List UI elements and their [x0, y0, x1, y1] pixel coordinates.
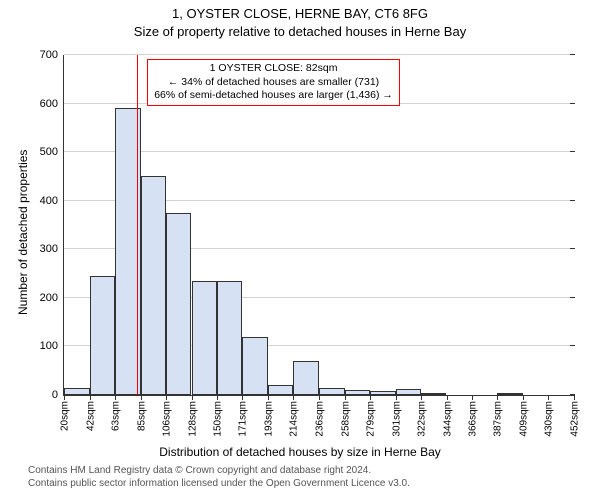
x-tick: 387sqm	[491, 401, 504, 437]
histogram-bar	[268, 385, 293, 395]
histogram-bar	[242, 337, 268, 395]
x-tick: 344sqm	[440, 401, 453, 437]
y-tick: 0	[52, 389, 64, 401]
y-axis-label: Number of detached properties	[16, 150, 30, 315]
y-tick: 400	[40, 195, 64, 207]
x-tick: 85sqm	[134, 401, 147, 431]
x-tick: 322sqm	[414, 401, 427, 437]
x-tick: 301sqm	[389, 401, 402, 437]
plot-area: 010020030040050060070020sqm42sqm63sqm85s…	[63, 55, 574, 396]
chart-title: 1, OYSTER CLOSE, HERNE BAY, CT6 8FG	[0, 6, 600, 21]
x-tick: 150sqm	[211, 401, 224, 437]
histogram-bar	[345, 390, 370, 395]
x-tick: 430sqm	[542, 401, 555, 437]
y-tick: 500	[40, 146, 64, 158]
histogram-bar	[64, 388, 90, 395]
x-tick: 452sqm	[568, 401, 581, 437]
marker-line	[137, 55, 138, 395]
footer-line-1: Contains HM Land Registry data © Crown c…	[28, 465, 371, 476]
histogram-bar	[497, 393, 523, 395]
histogram-bar	[90, 276, 115, 395]
x-tick: 128sqm	[185, 401, 198, 437]
y-tick: 700	[40, 49, 64, 61]
y-tick: 300	[40, 243, 64, 255]
histogram-bar	[141, 176, 166, 395]
x-tick: 171sqm	[236, 401, 249, 437]
y-tick: 200	[40, 292, 64, 304]
histogram-bar	[293, 361, 319, 395]
x-axis-label: Distribution of detached houses by size …	[0, 445, 600, 459]
x-tick: 214sqm	[287, 401, 300, 437]
x-tick: 42sqm	[83, 401, 96, 431]
x-tick: 279sqm	[363, 401, 376, 437]
gridline	[64, 54, 574, 55]
histogram-bar	[166, 213, 192, 395]
annotation-line2: ← 34% of detached houses are smaller (73…	[154, 76, 393, 90]
x-tick: 63sqm	[108, 401, 121, 431]
y-tick: 600	[40, 98, 64, 110]
annotation-line1: 1 OYSTER CLOSE: 82sqm	[154, 62, 393, 76]
histogram-bar	[396, 389, 421, 395]
footer-line-2: Contains public sector information licen…	[28, 478, 410, 489]
annotation-line3: 66% of semi-detached houses are larger (…	[154, 89, 393, 103]
x-tick: 409sqm	[517, 401, 530, 437]
histogram-bar	[319, 388, 345, 395]
x-tick: 20sqm	[58, 401, 71, 431]
histogram-bar	[192, 281, 218, 395]
x-tick: 236sqm	[313, 401, 326, 437]
histogram-bar	[217, 281, 242, 395]
chart-subtitle: Size of property relative to detached ho…	[0, 24, 600, 39]
annotation-box: 1 OYSTER CLOSE: 82sqm← 34% of detached h…	[147, 59, 400, 106]
histogram-bar	[370, 391, 396, 395]
x-tick: 106sqm	[159, 401, 172, 437]
x-tick: 258sqm	[338, 401, 351, 437]
x-tick: 366sqm	[466, 401, 479, 437]
x-tick: 193sqm	[262, 401, 275, 437]
histogram-bar	[421, 393, 447, 395]
y-tick: 100	[40, 340, 64, 352]
